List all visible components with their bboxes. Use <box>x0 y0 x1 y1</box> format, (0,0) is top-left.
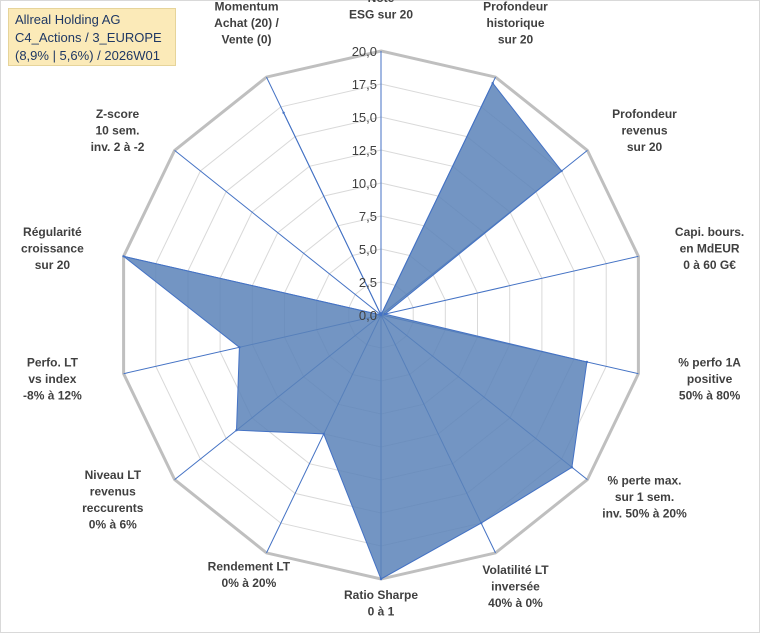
tick-label: 15,0 <box>352 110 377 125</box>
tick-label: 12,5 <box>352 143 377 158</box>
radar-tick-labels: 0,0 2,5 5,0 7,5 10,0 12,5 15,0 17,5 20,0 <box>352 44 377 323</box>
tick-label: 10,0 <box>352 176 377 191</box>
axis-label: % perte max. sur 1 sem. inv. 50% à 20% <box>602 474 687 521</box>
axis-label: Ratio Sharpe 0 à 1 <box>344 588 418 619</box>
tick-label: 17,5 <box>352 77 377 92</box>
radar-spoke <box>174 150 382 316</box>
data-point <box>491 81 494 85</box>
performance-period: (8,9% | 5,6%) / 2026W01 <box>15 48 161 63</box>
axis-label: Volatilité LT inversée 40% à 0% <box>482 563 549 610</box>
company-name: Allreal Holding AG <box>15 12 121 27</box>
data-point <box>322 432 325 436</box>
axis-label: Profondeur historique sur 20 <box>483 0 548 47</box>
data-point <box>480 521 483 525</box>
chart-title-box: Allreal Holding AG C4_Actions / 3_EUROPE… <box>8 8 176 66</box>
portfolio-category: C4_Actions / 3_EUROPE <box>15 30 162 45</box>
axis-label: NoteESG sur 20 <box>349 0 413 22</box>
axis-label: Profondeur revenus sur 20 <box>612 107 677 154</box>
axis-label: Régularité croissance sur 20 <box>21 225 84 272</box>
data-point <box>238 346 241 349</box>
axis-label: Z-score 10 sem. inv. 2 à -2 <box>91 107 145 154</box>
data-point <box>570 466 574 469</box>
axis-label: % perfo 1A positive 50% à 80% <box>678 356 741 403</box>
data-point <box>379 577 383 581</box>
data-point <box>122 255 125 258</box>
data-point <box>379 313 383 317</box>
data-point <box>282 111 285 115</box>
tick-label: 5,0 <box>359 242 377 257</box>
data-point <box>560 169 563 173</box>
axis-label: Niveau LT revenus reccurents 0% à 6% <box>82 468 144 532</box>
tick-label: 0,0 <box>359 308 377 323</box>
axis-label: Perfo. LT vs index -8% à 12% <box>23 356 82 403</box>
data-point <box>235 429 238 432</box>
tick-label: 20,0 <box>352 44 377 59</box>
tick-label: 7,5 <box>359 209 377 224</box>
radar-series <box>122 81 589 581</box>
data-point <box>585 360 589 364</box>
tick-label: 2,5 <box>359 275 377 290</box>
axis-label: Rendement LT 0% à 20% <box>208 559 291 590</box>
axis-label: Momentum Achat (20) / Vente (0) <box>214 0 279 47</box>
axis-label: Capi. bours. en MdEUR 0 à 60 G€ <box>675 225 744 272</box>
radar-spoke <box>380 255 639 316</box>
data-point <box>383 312 387 316</box>
